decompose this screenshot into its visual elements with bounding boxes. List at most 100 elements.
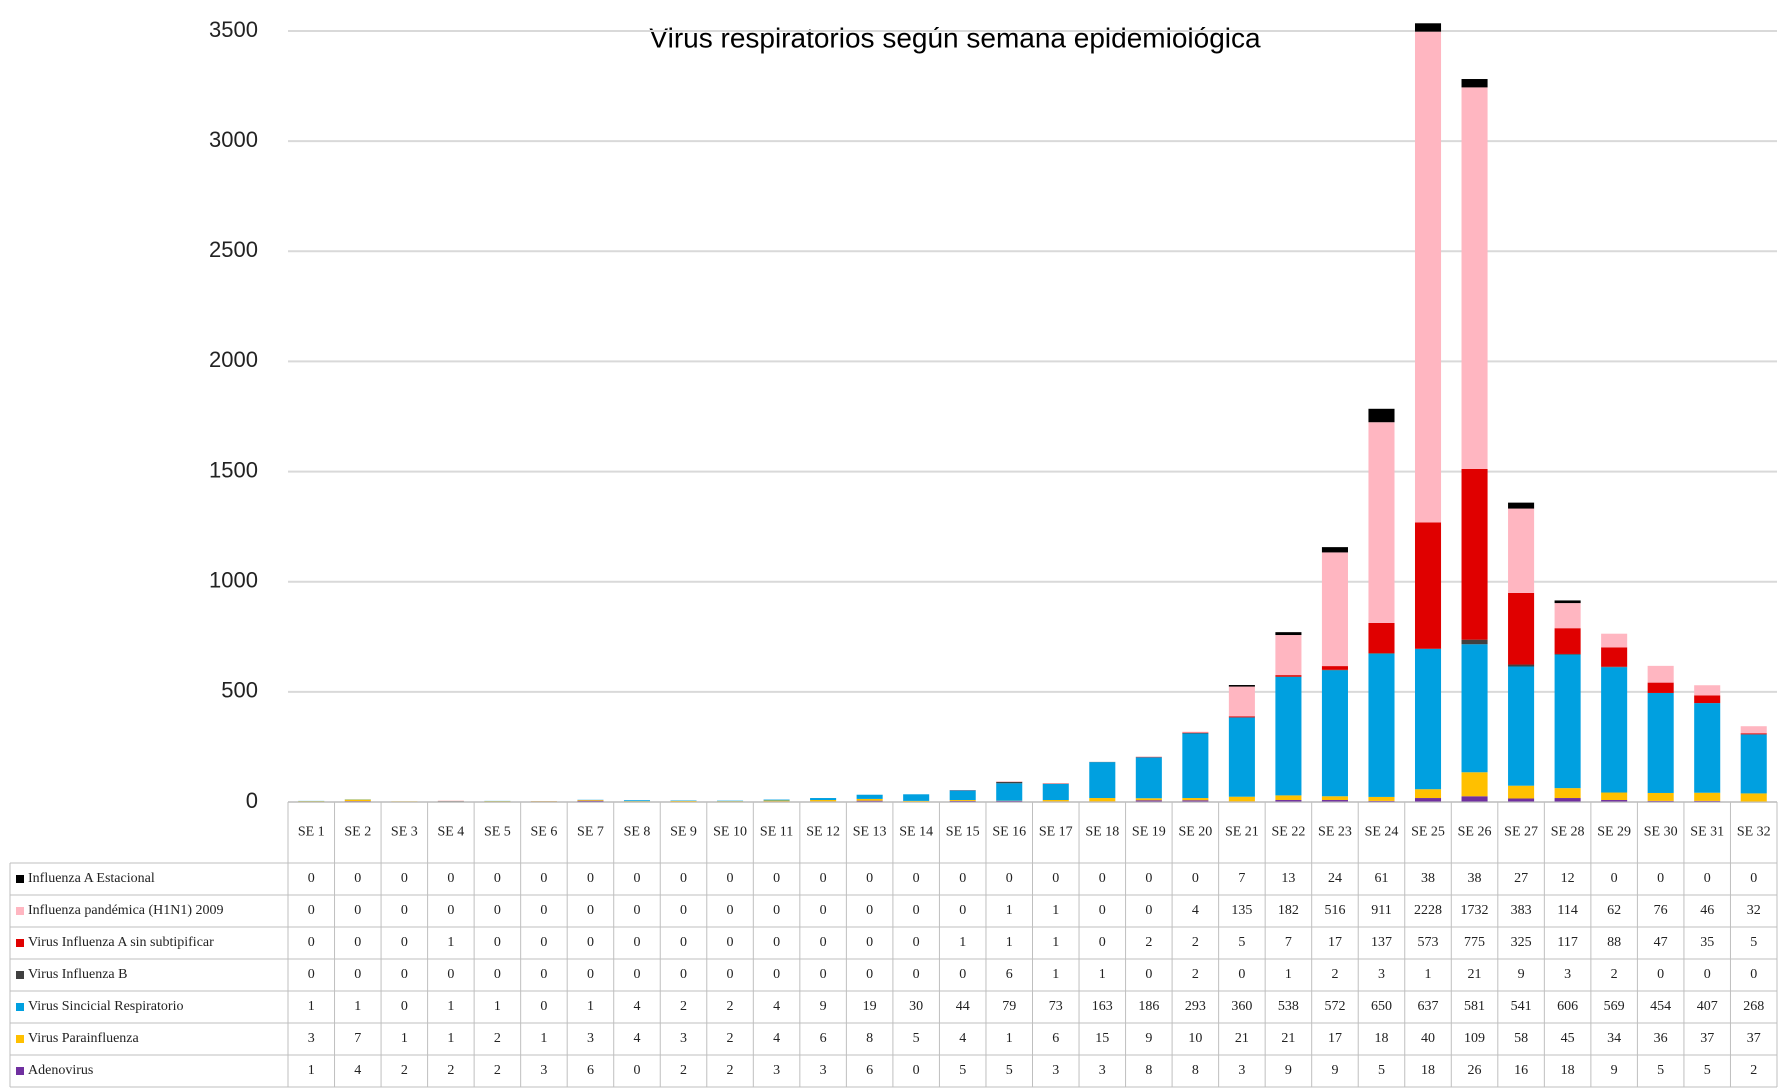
bar-segment — [856, 794, 883, 799]
table-value: 137 — [1371, 935, 1392, 950]
table-value: 1 — [1425, 967, 1432, 982]
table-value: 2228 — [1414, 903, 1442, 918]
bar-segment — [949, 800, 976, 802]
bar-segment — [1414, 522, 1442, 649]
x-tick-label: SE 4 — [437, 825, 464, 840]
x-tick-label: SE 20 — [1178, 825, 1212, 840]
bar-segment — [1508, 508, 1535, 593]
bar-segment — [1601, 792, 1628, 801]
table-value: 0 — [820, 903, 827, 918]
table-value: 6 — [587, 1063, 594, 1078]
table-value: 9 — [1145, 1031, 1152, 1046]
table-value: 76 — [1654, 903, 1668, 918]
table-value: 9 — [1285, 1063, 1292, 1078]
bar-segment — [1647, 692, 1674, 793]
table-value: 0 — [633, 871, 640, 886]
table-value: 0 — [1145, 871, 1152, 886]
bar-segment — [1461, 87, 1488, 469]
table-value: 0 — [308, 935, 315, 950]
x-tick-label: SE 25 — [1411, 825, 1445, 840]
table-value: 2 — [1192, 935, 1199, 950]
chart-title: Virus respiratorios según semana epidemi… — [649, 22, 1261, 53]
legend-label: Influenza A Estacional — [28, 871, 155, 886]
table-value: 8 — [1145, 1063, 1152, 1078]
table-value: 2 — [727, 1063, 734, 1078]
table-value: 4 — [773, 999, 780, 1014]
table-value: 0 — [354, 871, 361, 886]
bar-segment — [1508, 798, 1535, 802]
table-value: 0 — [773, 871, 780, 886]
bar-segment — [1554, 788, 1581, 799]
legend-label: Adenovirus — [28, 1063, 93, 1078]
bar-segment — [298, 801, 325, 802]
table-value: 0 — [401, 967, 408, 982]
table-value: 0 — [959, 871, 966, 886]
table-value: 32 — [1747, 903, 1761, 918]
table-value: 0 — [447, 871, 454, 886]
table-value: 1 — [1052, 903, 1059, 918]
bar-segment — [1554, 628, 1581, 654]
table-value: 0 — [1099, 871, 1106, 886]
bar-segment — [1321, 670, 1348, 797]
table-value: 6 — [820, 1031, 827, 1046]
table-value: 0 — [494, 935, 501, 950]
bar-segment — [577, 800, 604, 801]
bar-segment — [1647, 792, 1674, 801]
legend-label: Influenza pandémica (H1N1) 2009 — [28, 903, 224, 918]
x-tick-label: SE 31 — [1690, 825, 1724, 840]
table-value: 117 — [1557, 935, 1577, 950]
table-value: 34 — [1607, 1031, 1621, 1046]
x-tick-label: SE 26 — [1458, 825, 1492, 840]
table-value: 775 — [1464, 935, 1485, 950]
bar-segment — [1601, 667, 1628, 793]
bar-segment — [1414, 789, 1442, 799]
x-tick-label: SE 15 — [946, 825, 980, 840]
table-value: 0 — [1704, 967, 1711, 982]
bar-segment — [1461, 468, 1488, 640]
table-value: 0 — [913, 1063, 920, 1078]
bar-segment — [1368, 800, 1395, 802]
bar-segment — [1414, 31, 1442, 523]
y-tick-label: 3500 — [209, 17, 258, 42]
x-tick-label: SE 21 — [1225, 825, 1259, 840]
table-value: 9 — [1331, 1063, 1338, 1078]
bar-segment — [1275, 800, 1302, 802]
table-value: 0 — [1006, 871, 1013, 886]
table-value: 5 — [959, 1063, 966, 1078]
bar-segment — [1694, 792, 1721, 801]
x-tick-label: SE 29 — [1597, 825, 1631, 840]
x-tick-label: SE 16 — [992, 825, 1026, 840]
legend-label: Virus Influenza B — [28, 967, 127, 982]
y-tick-label: 1500 — [209, 457, 258, 482]
bar-segment — [1182, 731, 1209, 733]
table-value: 40 — [1421, 1031, 1435, 1046]
y-tick-label: 1000 — [209, 568, 258, 593]
table-value: 1 — [494, 999, 501, 1014]
table-value: 0 — [587, 935, 594, 950]
table-value: 182 — [1278, 903, 1299, 918]
table-value: 6 — [866, 1063, 873, 1078]
table-value: 0 — [1099, 903, 1106, 918]
table-value: 2 — [727, 999, 734, 1014]
table-value: 88 — [1607, 935, 1621, 950]
x-tick-label: SE 11 — [760, 825, 793, 840]
table-value: 0 — [866, 935, 873, 950]
bar-segment — [1601, 633, 1628, 648]
bar-segment — [344, 799, 371, 802]
table-value: 2 — [494, 1063, 501, 1078]
table-value: 9 — [1611, 1063, 1618, 1078]
bar-segment — [1461, 796, 1488, 802]
x-tick-label: SE 9 — [670, 825, 697, 840]
table-value: 0 — [633, 967, 640, 982]
table-value: 21 — [1235, 1031, 1249, 1046]
bar-segment — [1089, 798, 1116, 802]
table-value: 573 — [1418, 935, 1439, 950]
table-value: 4 — [633, 999, 640, 1014]
bar-segment — [903, 800, 930, 802]
bar-segment — [1089, 762, 1116, 799]
bar-segment — [1414, 648, 1442, 790]
legend-key — [16, 1067, 24, 1075]
bar-segment — [1508, 502, 1535, 509]
x-tick-label: SE 14 — [899, 825, 933, 840]
bar-segment — [1182, 800, 1209, 802]
